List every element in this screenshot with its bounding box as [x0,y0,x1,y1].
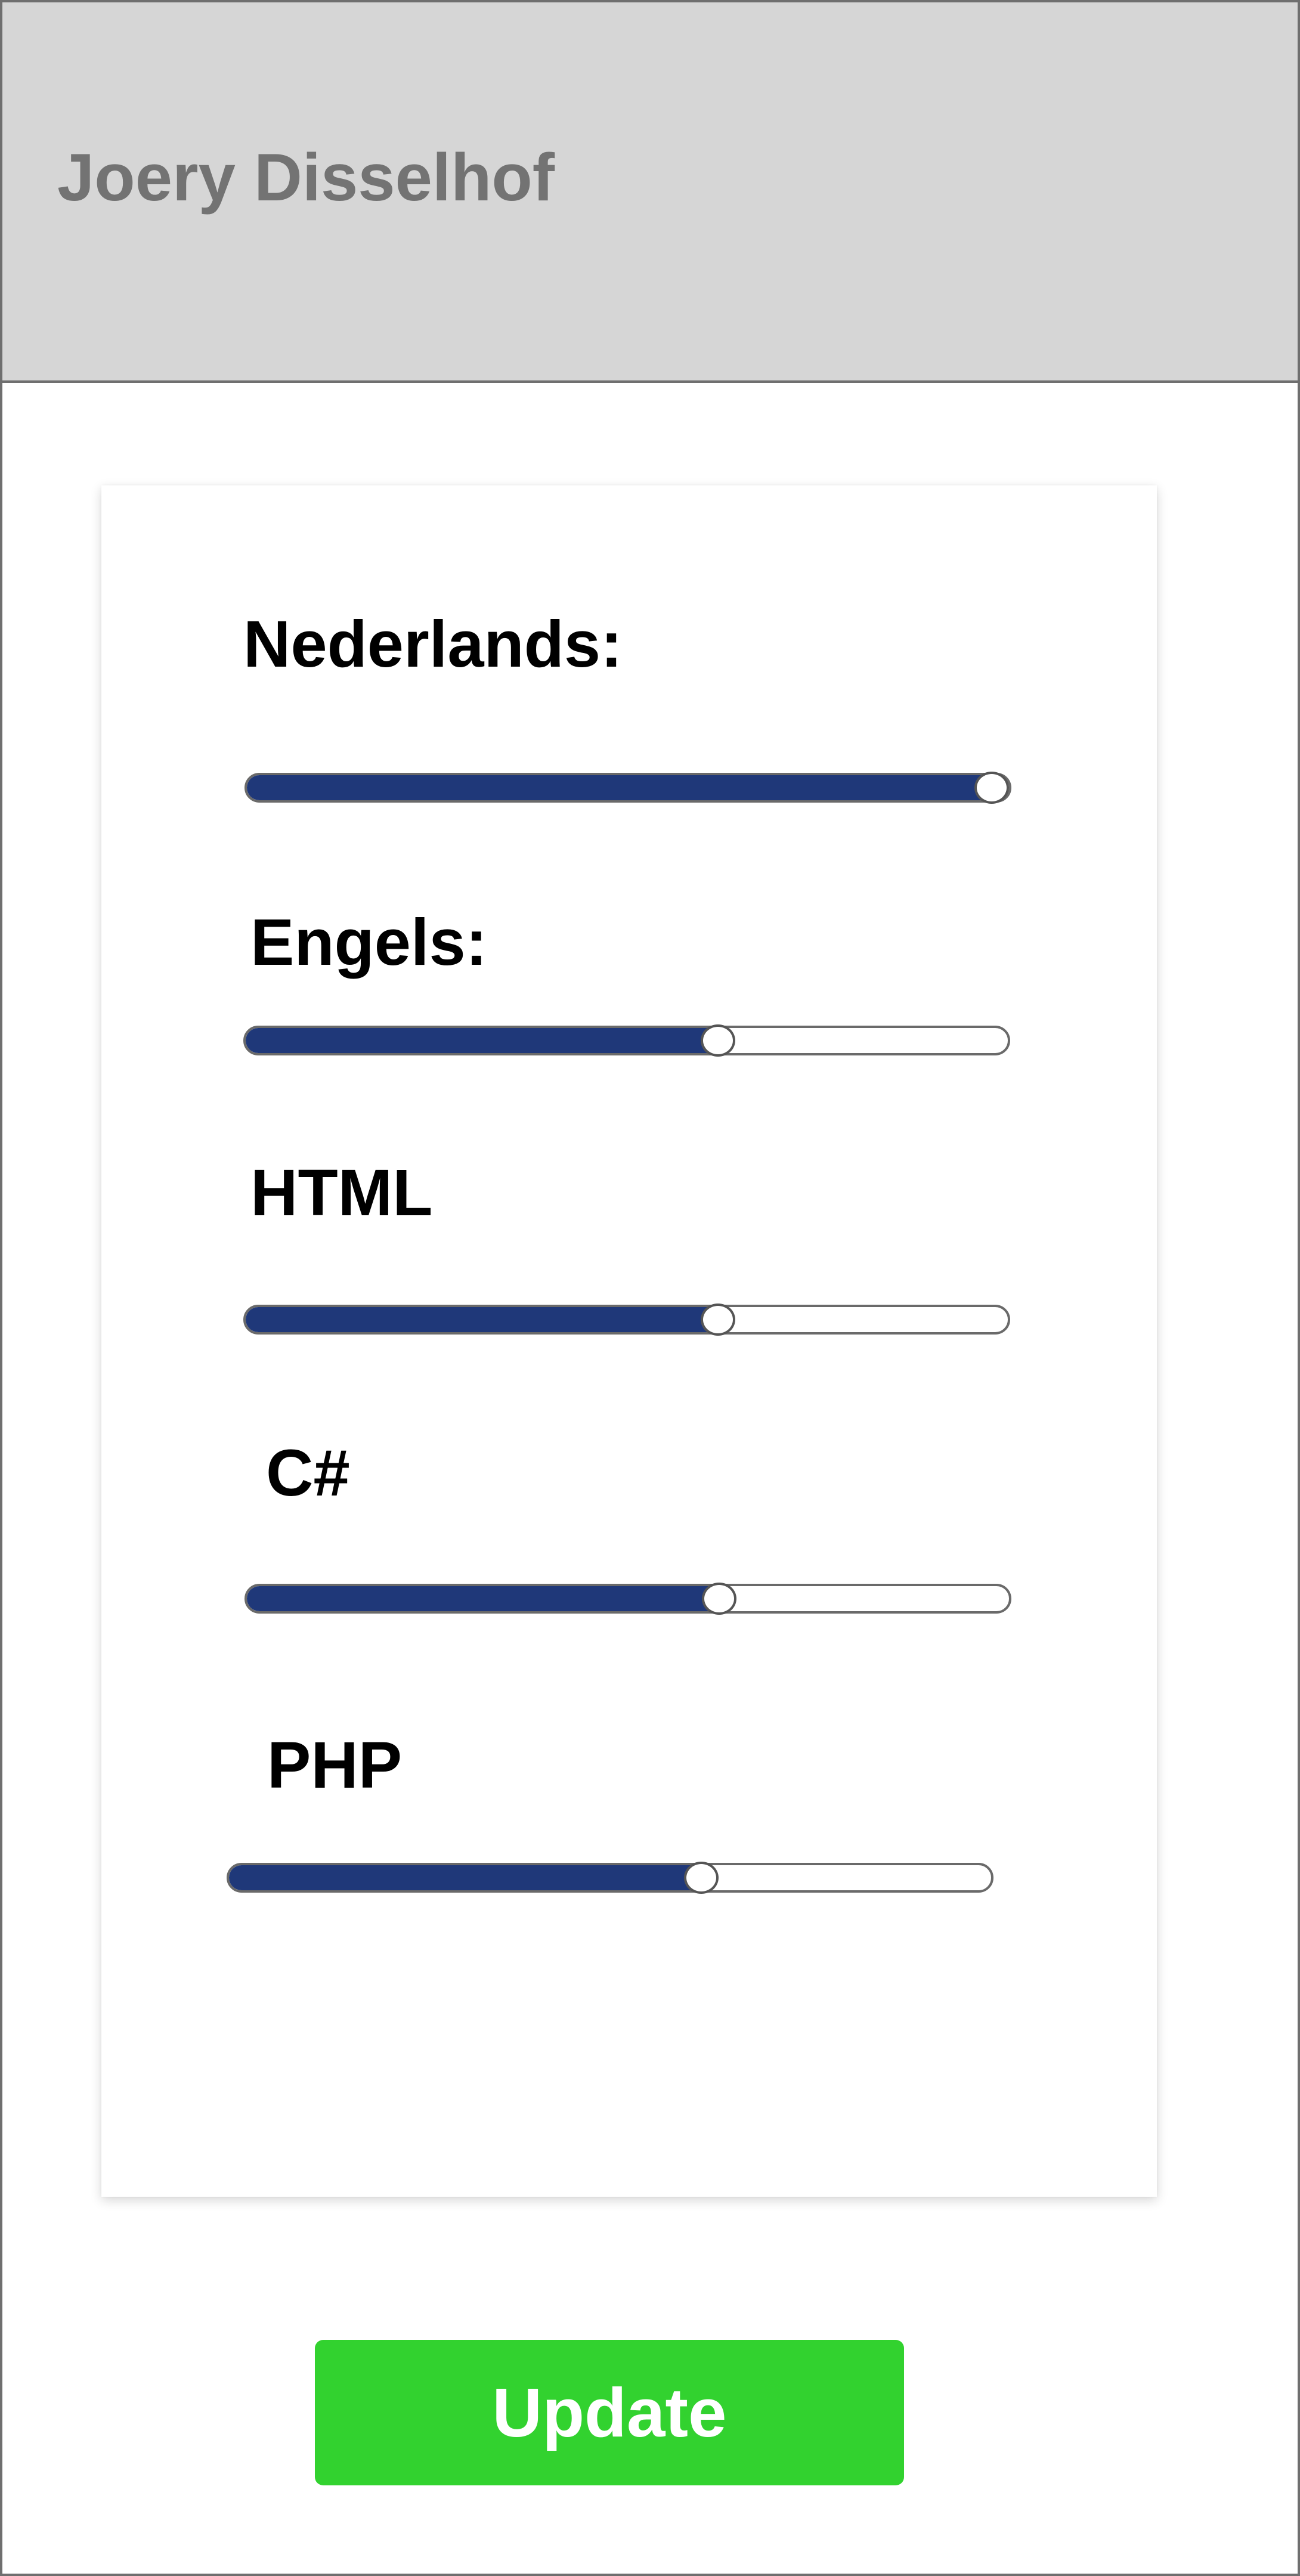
slider-thumb[interactable] [702,1583,737,1615]
slider-thumb[interactable] [974,772,1009,804]
skill-slider-nederlands[interactable] [244,772,1011,804]
slider-thumb[interactable] [701,1024,736,1057]
skill-slider-engels[interactable] [243,1024,1010,1057]
skill-slider-csharp[interactable] [244,1583,1011,1615]
skill-label-php: PHP [267,1729,403,1802]
slider-fill [246,1307,719,1332]
skill-label-html: HTML [250,1156,433,1230]
skill-slider-html[interactable] [243,1304,1010,1336]
slider-fill [246,1028,719,1053]
slider-thumb[interactable] [684,1862,719,1894]
slider-fill [247,1586,720,1611]
skill-label-csharp: C# [266,1436,350,1510]
update-button[interactable]: Update [315,2340,904,2485]
slider-fill [229,1865,702,1890]
skill-label-nederlands: Nederlands: [243,608,623,681]
skill-slider-php[interactable] [227,1862,993,1894]
skills-card: Nederlands: Engels: HTML C# PHP [101,485,1157,2197]
skill-label-engels: Engels: [250,906,488,979]
slider-fill [247,775,992,800]
user-name-title: Joery Disselhof [57,140,555,215]
header: Joery Disselhof [2,2,1298,383]
slider-thumb[interactable] [701,1304,736,1336]
